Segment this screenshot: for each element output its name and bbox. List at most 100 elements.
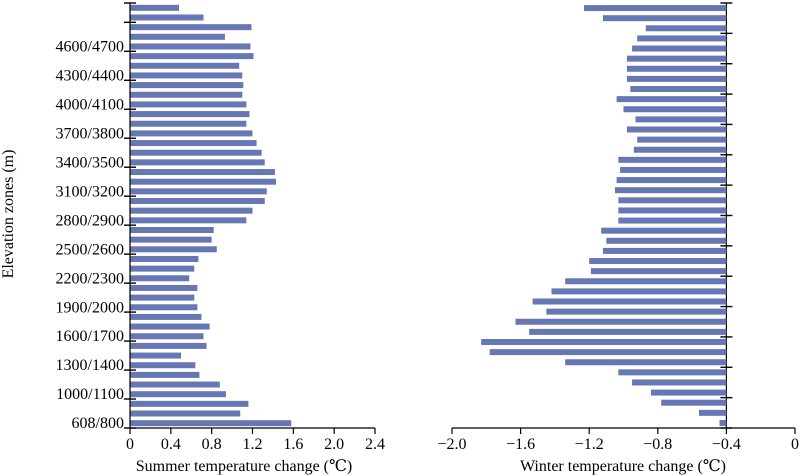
bar bbox=[130, 391, 226, 398]
bar bbox=[130, 410, 241, 417]
bar bbox=[130, 33, 225, 40]
y-tick-label: 1900/2000 bbox=[56, 299, 124, 316]
bar bbox=[130, 82, 244, 89]
bar bbox=[130, 265, 195, 272]
x-tick-label: −1.2 bbox=[575, 436, 604, 453]
bar bbox=[626, 55, 727, 62]
bar bbox=[618, 217, 727, 224]
bar bbox=[130, 294, 195, 301]
bar bbox=[616, 177, 727, 184]
bar bbox=[130, 371, 200, 378]
y-tick-label: 1000/1100 bbox=[56, 386, 124, 403]
bar bbox=[130, 169, 275, 176]
y-tick-label: 3400/3500 bbox=[56, 154, 124, 171]
bar bbox=[130, 323, 210, 330]
y-tick-label: 4000/4100 bbox=[56, 96, 124, 113]
y-tick-label: 2500/2600 bbox=[56, 241, 124, 258]
bar bbox=[130, 352, 182, 359]
bar bbox=[546, 308, 727, 315]
bar bbox=[626, 75, 727, 82]
bar bbox=[130, 313, 202, 320]
bar bbox=[661, 399, 727, 406]
bar bbox=[650, 389, 727, 396]
bar bbox=[130, 217, 247, 224]
bar bbox=[130, 72, 243, 79]
y-tick-label: 1300/1400 bbox=[56, 357, 124, 374]
bar bbox=[698, 409, 727, 416]
x-tick-label: 2.4 bbox=[365, 436, 385, 453]
bar bbox=[130, 400, 249, 407]
bar bbox=[130, 255, 199, 262]
x-tick-label: 1.2 bbox=[243, 436, 263, 453]
bar bbox=[632, 379, 727, 386]
bar bbox=[130, 333, 204, 340]
bar bbox=[620, 166, 727, 173]
bar bbox=[130, 188, 267, 195]
bar bbox=[130, 120, 247, 127]
winter-x-axis-title: Winter temperature change (℃) bbox=[520, 458, 726, 475]
bar bbox=[616, 96, 727, 103]
x-tick-label: −0.4 bbox=[712, 436, 741, 453]
y-tick-label: 608/800 bbox=[72, 415, 124, 432]
bar bbox=[130, 198, 265, 205]
bar bbox=[130, 236, 212, 243]
bar bbox=[606, 237, 727, 244]
x-tick-label: −0.8 bbox=[643, 436, 672, 453]
bar bbox=[632, 45, 727, 52]
winter-panel: −2.0 −1.6 −1.2 −0.8 −0.4 0 bbox=[437, 2, 799, 453]
x-tick-label: −1.6 bbox=[506, 436, 535, 453]
bar bbox=[130, 53, 254, 60]
bar bbox=[130, 284, 198, 291]
bar bbox=[130, 381, 220, 388]
summer-x-axis-title: Summer temperature change (℃) bbox=[136, 458, 352, 475]
bar bbox=[637, 35, 727, 42]
bar bbox=[130, 207, 253, 214]
bar bbox=[130, 111, 250, 118]
x-tick-label: 2.0 bbox=[324, 436, 344, 453]
bar bbox=[130, 149, 262, 156]
bar bbox=[618, 197, 727, 204]
bar bbox=[130, 14, 204, 21]
bar bbox=[614, 187, 727, 194]
bar bbox=[130, 226, 214, 233]
bar bbox=[602, 15, 727, 22]
bar bbox=[489, 349, 727, 356]
bar bbox=[130, 362, 196, 369]
bar bbox=[719, 419, 727, 426]
bar bbox=[601, 227, 727, 234]
bar bbox=[590, 268, 727, 275]
bar bbox=[130, 43, 251, 50]
bar bbox=[645, 25, 727, 32]
bar bbox=[565, 359, 727, 366]
bar bbox=[565, 278, 727, 285]
x-tick-label: 0 bbox=[126, 436, 134, 453]
bar bbox=[618, 156, 727, 163]
y-tick-label: 4300/4400 bbox=[56, 67, 124, 84]
bar bbox=[633, 146, 727, 153]
bar bbox=[130, 140, 257, 147]
bar bbox=[130, 342, 207, 349]
x-tick-label: −2.0 bbox=[437, 436, 466, 453]
bar bbox=[130, 420, 292, 427]
bar bbox=[130, 178, 276, 185]
bar bbox=[515, 318, 727, 325]
bar bbox=[532, 298, 727, 305]
y-tick-label: 3700/3800 bbox=[56, 125, 124, 142]
bar bbox=[551, 288, 727, 295]
bar bbox=[130, 275, 190, 282]
x-tick-label: 1.6 bbox=[283, 436, 303, 453]
bar bbox=[623, 106, 727, 113]
x-tick-label: 0.4 bbox=[161, 436, 181, 453]
bar bbox=[130, 62, 240, 69]
bar bbox=[130, 24, 252, 31]
y-tick-label: 1600/1700 bbox=[56, 328, 124, 345]
bar bbox=[618, 207, 727, 214]
bar bbox=[630, 86, 727, 93]
y-tick-label: 2800/2900 bbox=[56, 212, 124, 229]
bar bbox=[130, 101, 247, 108]
bar bbox=[130, 159, 265, 166]
bar bbox=[637, 136, 727, 143]
y-tick-label: 4600/4700 bbox=[56, 38, 124, 55]
bar bbox=[130, 304, 198, 311]
